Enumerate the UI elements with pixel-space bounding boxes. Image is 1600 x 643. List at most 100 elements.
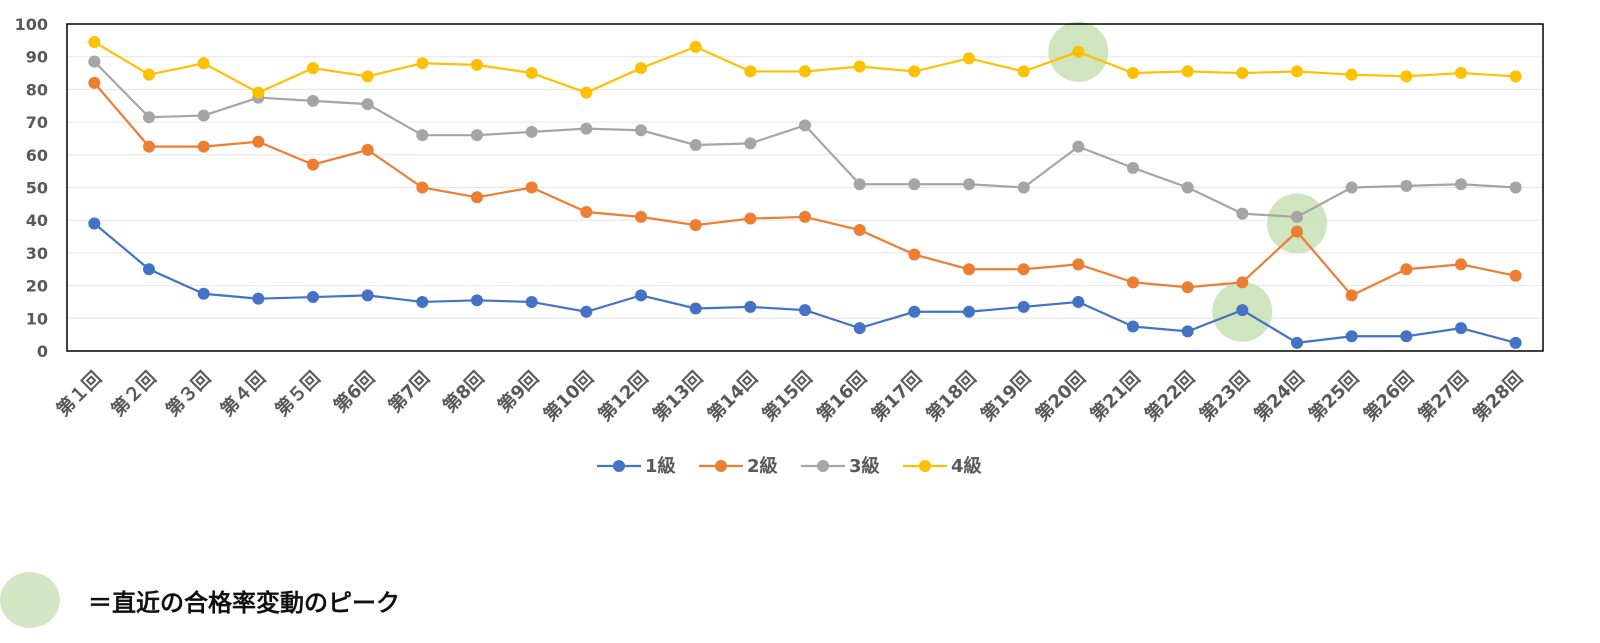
x-tick-label: 第18回 <box>922 367 981 426</box>
line-chart: 0 10 20 30 40 50 60 70 80 90 100 第１回 第２回 第３回 第４回 第５回 第6… <box>15 15 1544 477</box>
x-tick-label: 第7回 <box>384 367 434 417</box>
data-point <box>799 119 811 132</box>
y-tick-label: 100 <box>15 15 48 34</box>
data-point <box>471 58 483 71</box>
data-point <box>416 129 429 142</box>
data-point <box>1509 269 1522 282</box>
x-tick-label: 第17回 <box>867 367 926 426</box>
legend-item: 2級 <box>699 455 778 477</box>
data-point <box>525 295 538 308</box>
data-point <box>1017 181 1030 194</box>
data-point <box>416 181 429 194</box>
x-tick-label: 第27回 <box>1414 367 1473 426</box>
series-1 <box>88 217 1522 349</box>
data-point <box>307 94 319 107</box>
data-point <box>689 40 702 53</box>
data-point <box>525 125 538 138</box>
y-tick-label: 30 <box>26 244 48 263</box>
y-tick-label: 0 <box>37 342 48 361</box>
data-point <box>307 158 319 171</box>
y-tick-label: 70 <box>26 113 48 132</box>
data-point <box>143 140 155 153</box>
data-point <box>689 138 702 151</box>
legend-item: 3級 <box>801 455 880 477</box>
data-point <box>580 305 593 318</box>
data-point <box>197 140 210 153</box>
data-point <box>1291 65 1303 78</box>
data-point <box>307 291 319 304</box>
y-tick-label: 80 <box>26 80 48 99</box>
data-point <box>471 129 483 142</box>
data-point <box>361 98 374 111</box>
legend-label: 3級 <box>849 455 880 477</box>
x-tick-label: 第22回 <box>1140 367 1199 426</box>
data-point <box>1127 276 1139 289</box>
data-point <box>1236 67 1249 80</box>
data-point <box>1127 161 1139 174</box>
data-point <box>88 35 101 48</box>
data-point <box>252 86 265 99</box>
data-point <box>471 294 483 307</box>
data-point <box>1127 320 1139 333</box>
data-point <box>853 224 866 237</box>
data-point <box>1455 67 1467 80</box>
data-point <box>1181 181 1194 194</box>
legend-marker <box>817 460 829 472</box>
data-point <box>1455 258 1467 271</box>
legend-label: 2級 <box>747 455 778 477</box>
series-2 <box>88 76 1522 302</box>
data-point <box>361 143 374 156</box>
data-point <box>361 70 374 83</box>
data-point <box>744 137 757 150</box>
peak-highlight-circle <box>1267 193 1327 254</box>
data-point <box>635 62 647 75</box>
data-point <box>744 300 757 313</box>
data-point <box>1509 336 1522 349</box>
data-point <box>1345 68 1358 81</box>
data-point <box>853 60 866 73</box>
data-point <box>799 210 811 223</box>
data-point <box>963 178 975 191</box>
data-point <box>963 52 975 65</box>
x-tick-label: 第３回 <box>161 367 215 421</box>
data-point <box>1017 263 1030 276</box>
data-point <box>1127 67 1139 80</box>
data-point <box>580 86 593 99</box>
data-point <box>635 124 647 137</box>
annotation-note: ＝直近の合格率変動のピーク <box>0 571 400 629</box>
x-tick-label: 第５回 <box>271 367 325 421</box>
x-tick-label: 第20回 <box>1031 367 1090 426</box>
data-point <box>1509 181 1522 194</box>
x-tick-label: 第23回 <box>1195 367 1254 426</box>
data-point <box>580 122 593 135</box>
legend-item: 4級 <box>903 455 982 477</box>
data-point <box>1181 65 1194 78</box>
data-point <box>1072 45 1085 58</box>
x-tick-label: 第6回 <box>329 367 379 417</box>
series-lines <box>88 35 1522 349</box>
x-tick-label: 第25回 <box>1304 367 1363 426</box>
x-tick-label: 第26回 <box>1359 367 1418 426</box>
data-point <box>799 65 811 78</box>
data-point <box>1400 330 1413 343</box>
data-point <box>1291 210 1303 223</box>
data-point <box>853 178 866 191</box>
data-point <box>1181 325 1194 338</box>
data-point <box>1345 330 1358 343</box>
data-point <box>1400 263 1413 276</box>
series-line <box>93 60 1516 219</box>
y-tick-label: 50 <box>26 179 48 198</box>
data-point <box>580 206 593 219</box>
y-tick-label: 60 <box>26 146 48 165</box>
data-point <box>197 287 210 300</box>
x-tick-label: 第24回 <box>1250 367 1309 426</box>
data-point <box>908 65 921 78</box>
x-tick-label: 第13回 <box>648 367 707 426</box>
data-point <box>88 55 101 68</box>
data-point <box>1072 140 1085 153</box>
data-point <box>1400 70 1413 83</box>
data-point <box>744 65 757 78</box>
data-point <box>88 217 101 230</box>
data-point <box>908 178 921 191</box>
x-tick-label: 第１回 <box>52 367 106 421</box>
